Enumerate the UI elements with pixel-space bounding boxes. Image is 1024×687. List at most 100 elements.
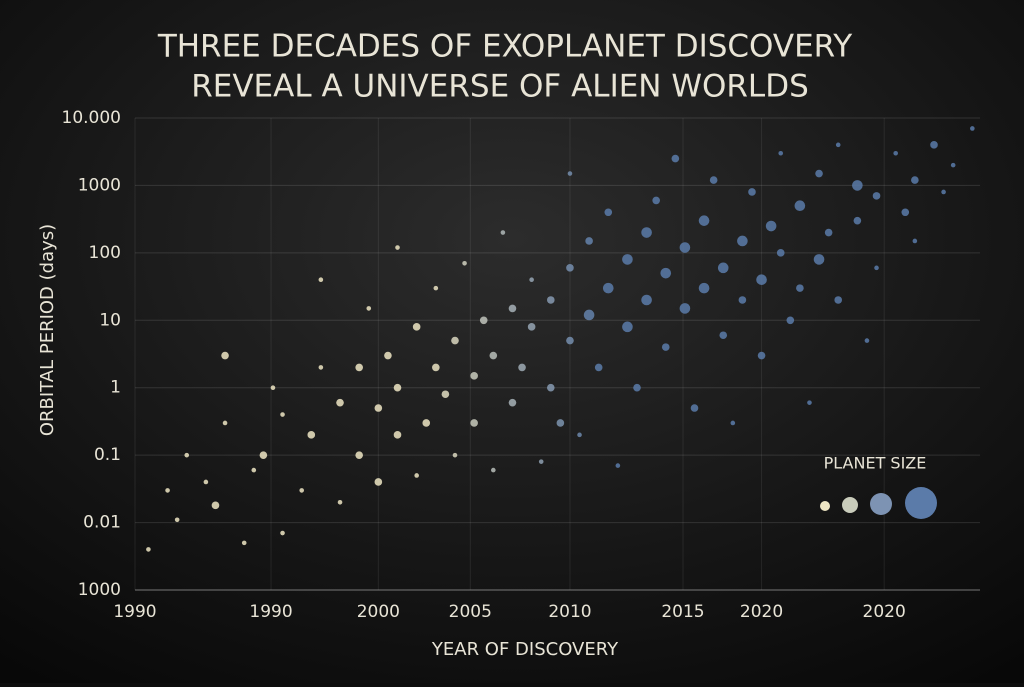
planet-point xyxy=(336,398,344,407)
planet-point xyxy=(491,467,496,473)
x-tick-label: 1990 xyxy=(249,602,292,622)
planet-point xyxy=(737,235,748,247)
y-tick-label: 10.000 xyxy=(62,108,121,128)
planet-point xyxy=(203,479,209,485)
planet-point xyxy=(566,264,574,272)
planet-point xyxy=(393,431,402,439)
planet-point xyxy=(165,488,170,493)
planet-point xyxy=(765,220,777,232)
planet-point xyxy=(577,432,582,438)
planet-point xyxy=(872,192,881,200)
planet-point xyxy=(930,141,938,149)
x-tick-label: 2010 xyxy=(548,602,591,622)
planet-point xyxy=(671,154,680,163)
legend-marker xyxy=(870,493,892,515)
planet-point xyxy=(835,142,841,148)
planet-point xyxy=(452,452,458,458)
planet-point xyxy=(462,261,467,266)
x-tick-label: 2005 xyxy=(449,602,492,622)
planet-point xyxy=(280,412,285,417)
planet-point xyxy=(307,431,316,439)
planet-point xyxy=(414,473,419,478)
planet-point xyxy=(778,150,784,156)
planet-point xyxy=(756,274,767,285)
planet-point xyxy=(730,420,736,426)
planet-point xyxy=(433,285,439,291)
planet-point xyxy=(852,180,863,191)
planet-point xyxy=(709,176,718,184)
planet-point xyxy=(251,467,257,473)
planet-point xyxy=(786,316,795,325)
planet-point xyxy=(366,306,372,311)
chart-title: REVEAL A UNIVERSE OF ALIEN WORLDS xyxy=(191,69,809,105)
planet-point xyxy=(546,296,555,304)
planet-point xyxy=(259,451,268,459)
y-tick-label: 0.01 xyxy=(83,513,121,533)
planet-point xyxy=(500,230,506,235)
planet-point xyxy=(911,176,919,184)
planet-point xyxy=(470,372,478,380)
planet-point xyxy=(355,363,363,372)
y-tick-label: 0.1 xyxy=(94,445,121,465)
planet-point xyxy=(690,404,699,412)
planet-point xyxy=(432,363,440,372)
planet-point xyxy=(241,540,247,546)
y-tick-label: 10 xyxy=(99,310,121,330)
planet-point xyxy=(661,343,670,351)
planet-point xyxy=(950,162,956,168)
planet-point xyxy=(508,398,517,407)
planet-point xyxy=(912,238,918,244)
planet-point xyxy=(796,284,804,292)
planet-point xyxy=(585,237,593,245)
planet-point xyxy=(395,245,400,250)
planet-point xyxy=(874,265,879,271)
planet-point xyxy=(280,530,285,536)
planet-point xyxy=(815,169,823,178)
planet-point xyxy=(508,304,517,313)
planet-point xyxy=(546,383,555,392)
planet-point xyxy=(583,309,595,321)
planet-point xyxy=(834,296,843,304)
y-tick-label: 1000 xyxy=(78,580,121,600)
planet-point xyxy=(299,488,305,493)
planet-point xyxy=(864,338,870,343)
planet-point xyxy=(604,208,613,217)
planet-point xyxy=(594,363,603,372)
planet-point xyxy=(538,459,544,464)
planet-point xyxy=(211,501,220,510)
y-tick-label: 1 xyxy=(110,378,121,398)
planet-point xyxy=(633,383,641,392)
planet-point xyxy=(901,208,910,217)
planet-point xyxy=(451,336,459,345)
planet-point xyxy=(556,419,565,427)
planet-point xyxy=(318,277,324,282)
planet-point xyxy=(813,254,825,265)
planet-point xyxy=(719,331,728,340)
x-axis-label: YEAR OF DISCOVERY xyxy=(431,639,619,660)
planet-point xyxy=(615,463,621,468)
planet-point xyxy=(489,351,498,360)
planet-point xyxy=(757,351,766,360)
planet-point xyxy=(470,419,478,427)
y-tick-label: 1000 xyxy=(78,175,121,195)
planet-point xyxy=(441,390,450,399)
planet-point xyxy=(529,277,534,282)
planet-point xyxy=(412,323,421,331)
planet-point xyxy=(941,189,946,195)
planet-point xyxy=(355,451,363,459)
planet-point xyxy=(518,363,526,372)
planet-point xyxy=(641,294,652,306)
planet-point xyxy=(422,419,431,427)
planet-point xyxy=(970,126,975,131)
planet-point xyxy=(527,323,536,331)
planet-point xyxy=(374,478,383,486)
planet-point xyxy=(221,351,229,360)
legend-marker xyxy=(820,501,830,511)
x-tick-label: 1990 xyxy=(113,602,156,622)
planet-point xyxy=(738,296,747,304)
planet-point xyxy=(698,215,710,226)
planet-point xyxy=(374,404,383,412)
x-tick-label: 2020 xyxy=(863,602,906,622)
planet-point xyxy=(184,452,190,458)
